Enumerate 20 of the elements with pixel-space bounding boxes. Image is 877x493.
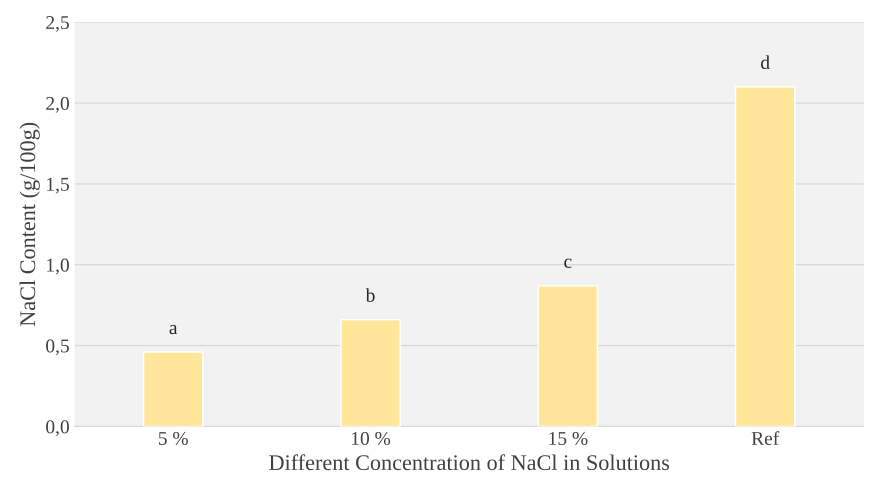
- bar: [734, 86, 796, 426]
- x-tick-label: 15 %: [549, 432, 588, 446]
- x-axis-title: Different Concentration of NaCl in Solutions: [269, 454, 670, 470]
- y-tick-label: 1,0: [47, 258, 69, 274]
- x-tick-label: 10 %: [352, 432, 390, 446]
- x-tick-label: 5 %: [158, 432, 188, 446]
- annotation: b: [366, 288, 375, 302]
- y-axis-title: NaCl Content (g/100g): [20, 122, 40, 326]
- y-tick-label: 1,5: [47, 178, 69, 194]
- y-tick-label: 0,5: [46, 339, 69, 356]
- annotation: a: [170, 324, 178, 334]
- y-tick-label: 2,0: [46, 96, 69, 113]
- bar: [538, 285, 598, 426]
- y-tick-label: 0,0: [46, 420, 69, 436]
- annotation: c: [564, 258, 572, 268]
- bar: [340, 319, 401, 426]
- annotation: d: [761, 55, 770, 70]
- y-tick-label: 2,5: [46, 16, 69, 32]
- bar: [142, 351, 204, 426]
- x-tick-label: Ref: [752, 431, 780, 445]
